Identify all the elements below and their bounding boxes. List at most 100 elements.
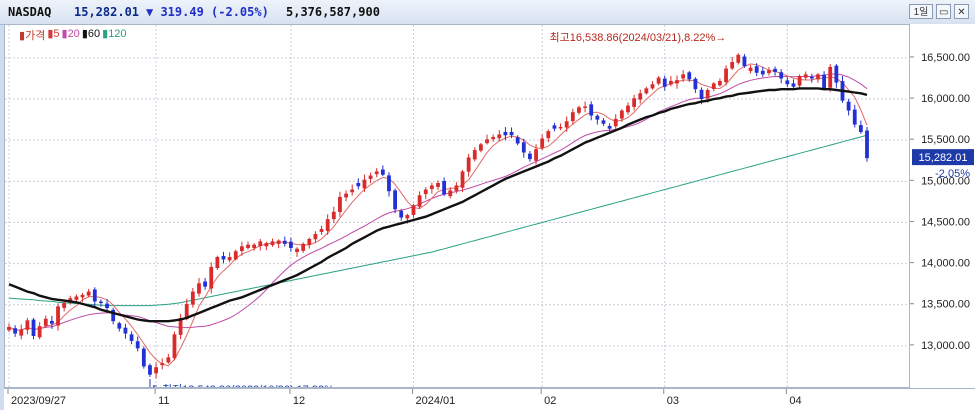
candle xyxy=(62,300,67,312)
candle-body xyxy=(19,329,24,336)
candle xyxy=(509,127,514,139)
candle xyxy=(607,123,612,132)
candle-body xyxy=(699,89,704,100)
candle xyxy=(803,71,808,81)
candle xyxy=(313,231,318,243)
candle xyxy=(632,94,637,111)
candle xyxy=(497,130,502,142)
candle-body xyxy=(558,127,563,129)
candle-body xyxy=(656,77,661,84)
candle xyxy=(846,98,851,116)
candle-body xyxy=(282,240,287,244)
candle xyxy=(748,64,753,74)
candle xyxy=(442,177,447,197)
x-tick-label: 2024/01 xyxy=(415,395,455,407)
candle-body xyxy=(270,241,275,246)
close-icon[interactable]: ✕ xyxy=(954,4,969,19)
high-label: 최고16,538.86(2024/03/21),8.22%→ xyxy=(549,31,726,44)
candle-body xyxy=(638,93,643,100)
candle xyxy=(589,101,594,121)
candle xyxy=(154,362,158,379)
candle xyxy=(111,307,116,325)
candle-body xyxy=(117,323,122,329)
candle xyxy=(117,321,122,332)
candle xyxy=(779,69,784,84)
candle-body xyxy=(491,136,496,140)
legend-ma120[interactable]: ▮120 xyxy=(102,28,127,40)
candle xyxy=(338,191,342,217)
candle-body xyxy=(724,68,728,83)
candle xyxy=(736,53,741,65)
candle-body xyxy=(423,189,428,195)
candle-body xyxy=(178,317,183,335)
candle xyxy=(99,299,103,307)
candle xyxy=(693,77,698,94)
ma60-line xyxy=(8,87,868,323)
candle xyxy=(865,126,869,162)
legend-ma60[interactable]: ▮60 xyxy=(81,28,101,40)
candle-body xyxy=(393,190,397,210)
candle-body xyxy=(325,219,330,231)
candle xyxy=(644,86,649,95)
candle xyxy=(454,182,459,194)
legend-ma20[interactable]: ▮20 xyxy=(61,28,80,40)
candle xyxy=(773,66,777,76)
candle-body xyxy=(166,357,171,363)
candle xyxy=(485,134,489,145)
candle xyxy=(380,165,385,177)
candle xyxy=(135,336,140,352)
candle xyxy=(399,208,404,221)
candle-body xyxy=(154,367,158,374)
candle-body xyxy=(632,98,637,107)
candle-body xyxy=(227,257,232,261)
candle xyxy=(86,288,91,298)
legend: ▮가격 ▮5 ▮20 ▮60 ▮120 xyxy=(19,27,127,43)
candle-body xyxy=(607,125,612,129)
candle xyxy=(668,76,673,87)
candle xyxy=(295,247,299,257)
candle xyxy=(319,225,324,235)
candle xyxy=(718,78,722,87)
candle-body xyxy=(190,291,195,305)
x-axis: 2023/09/27 11 12 2024/01 02 03 04 xyxy=(4,388,975,410)
candle-body xyxy=(442,181,447,195)
period-button[interactable]: 1일 xyxy=(909,4,933,19)
y-tick-label: 14,000.00 xyxy=(921,258,970,270)
candle-body xyxy=(50,320,54,324)
candle-body xyxy=(295,248,299,253)
legend-ma5[interactable]: ▮5 xyxy=(47,28,60,40)
candle xyxy=(246,241,250,250)
candle xyxy=(362,174,367,192)
candle-body xyxy=(141,348,146,367)
ma20-line xyxy=(8,73,868,331)
x-tick-label: 11 xyxy=(158,395,169,407)
candle xyxy=(50,315,54,329)
candle-body xyxy=(56,306,60,326)
volume-value: 5,376,587,900 xyxy=(286,5,380,19)
candle-body xyxy=(454,185,459,191)
candle-body xyxy=(252,244,257,248)
maximize-icon[interactable]: ▭ xyxy=(936,4,951,19)
candle-body xyxy=(466,157,471,172)
candle-body xyxy=(546,131,551,139)
candle xyxy=(429,182,434,194)
candle-body xyxy=(289,241,293,248)
legend-price[interactable]: ▮가격 xyxy=(19,30,46,42)
candle-body xyxy=(509,131,514,136)
candle-body xyxy=(711,83,716,89)
candle xyxy=(258,238,263,251)
candle-body xyxy=(650,84,655,89)
candle xyxy=(515,135,520,146)
candle-body xyxy=(705,89,710,99)
candle-body xyxy=(203,281,208,287)
candle xyxy=(411,203,416,218)
candle-body xyxy=(583,106,587,108)
candle xyxy=(141,346,146,369)
candle xyxy=(172,331,177,361)
candle xyxy=(564,116,569,132)
candle-body xyxy=(123,327,128,334)
candle xyxy=(448,187,453,199)
candle xyxy=(80,292,85,302)
candle xyxy=(301,242,306,253)
candle-body xyxy=(479,144,483,151)
